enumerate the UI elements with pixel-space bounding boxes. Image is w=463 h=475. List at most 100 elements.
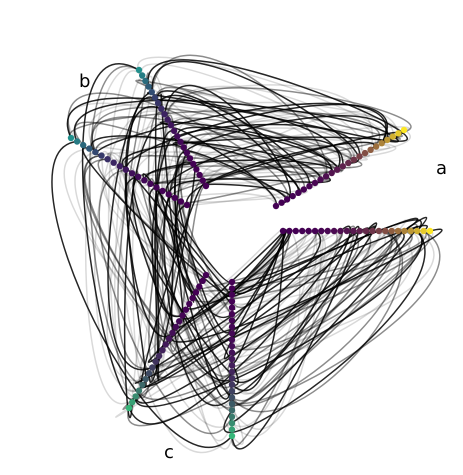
edge: [148, 157, 191, 363]
node-point-a: [305, 227, 312, 235]
node-point-a: [300, 186, 307, 193]
edge: [231, 230, 317, 395]
node-point-b: [135, 173, 142, 180]
axis-label-a: a: [436, 158, 447, 179]
edge: [231, 230, 326, 349]
node-point-a: [382, 227, 389, 235]
node-point-a: [420, 227, 427, 235]
edge: [159, 193, 233, 325]
node-point-c: [228, 387, 236, 395]
edge: [137, 56, 389, 141]
edge: [160, 94, 197, 294]
edge: [180, 203, 233, 442]
edge: [94, 136, 317, 187]
edge: [182, 136, 391, 151]
node-point-c: [189, 294, 196, 302]
node-point-c: [169, 329, 176, 336]
node-point-b: [183, 201, 191, 209]
axis-label-c: c: [164, 442, 174, 463]
node-point-b: [171, 194, 178, 202]
node-point-a: [356, 153, 363, 160]
node-point-a: [311, 179, 319, 187]
node-point-b: [73, 138, 81, 145]
node-point-c: [176, 318, 183, 325]
node-point-b: [148, 88, 155, 96]
edge: [123, 122, 172, 418]
edge: [231, 230, 301, 437]
node-point-a: [272, 202, 280, 210]
node-point-b: [177, 138, 184, 145]
edge: [231, 230, 343, 447]
node-point-a: [278, 199, 285, 206]
edge: [107, 70, 147, 398]
node-point-c: [228, 362, 236, 369]
node-point-b: [128, 170, 136, 177]
node-point-c: [228, 381, 236, 388]
node-point-c: [228, 317, 236, 324]
edge: [151, 135, 183, 317]
edge: [230, 230, 412, 372]
node-point-c: [228, 285, 236, 292]
edge: [161, 137, 194, 303]
edge: [134, 230, 423, 408]
edge: [205, 129, 411, 187]
node-point-b: [165, 191, 172, 198]
node-point-a: [356, 227, 363, 235]
node-point-b: [86, 145, 93, 152]
edge: [170, 122, 187, 311]
edge: [122, 155, 330, 182]
node-point-b: [174, 133, 181, 140]
node-point-c: [228, 278, 236, 286]
node-point-c: [125, 404, 133, 412]
node-point-a: [395, 130, 402, 137]
edge: [92, 146, 289, 201]
edge: [127, 230, 424, 427]
node-point-c: [228, 330, 236, 337]
edge: [151, 83, 194, 300]
edge: [125, 91, 174, 338]
node-point-b: [196, 171, 203, 179]
node-point-a: [414, 227, 421, 235]
edge: [231, 230, 403, 413]
edge: [176, 126, 338, 171]
node-point-a: [361, 149, 369, 157]
node-point-c: [129, 399, 136, 406]
edge: [223, 230, 426, 434]
node-point-c: [202, 271, 210, 279]
node-point-b: [161, 111, 168, 118]
edge: [195, 148, 350, 170]
node-point-b: [158, 105, 165, 112]
edge: [231, 225, 352, 383]
node-point-c: [228, 355, 236, 363]
edge: [73, 99, 392, 142]
node-point-a: [283, 196, 291, 203]
node-point-b: [142, 77, 149, 85]
node-point-b: [116, 163, 124, 170]
node-point-c: [145, 370, 153, 377]
node-point-c: [139, 381, 146, 389]
node-point-c: [179, 312, 186, 319]
node-point-c: [228, 336, 236, 343]
edge: [68, 109, 381, 151]
edge: [138, 179, 204, 399]
node-point-a: [330, 227, 338, 235]
node-point-c: [135, 387, 143, 394]
node-point-a: [388, 227, 395, 235]
node-point-c: [228, 291, 236, 298]
node-point-a: [318, 227, 325, 235]
edge: [172, 141, 322, 180]
edge: [147, 230, 307, 369]
edge: [162, 230, 381, 336]
node-point-b: [145, 83, 152, 90]
node-point-a: [384, 136, 391, 144]
node-point-c: [228, 413, 236, 420]
edge: [141, 63, 355, 164]
node-point-a: [375, 227, 383, 235]
edge: [66, 97, 399, 143]
edge: [154, 130, 175, 382]
node-point-c: [172, 323, 180, 331]
edge: [221, 230, 338, 373]
edge: [164, 230, 387, 355]
edge: [231, 223, 418, 407]
